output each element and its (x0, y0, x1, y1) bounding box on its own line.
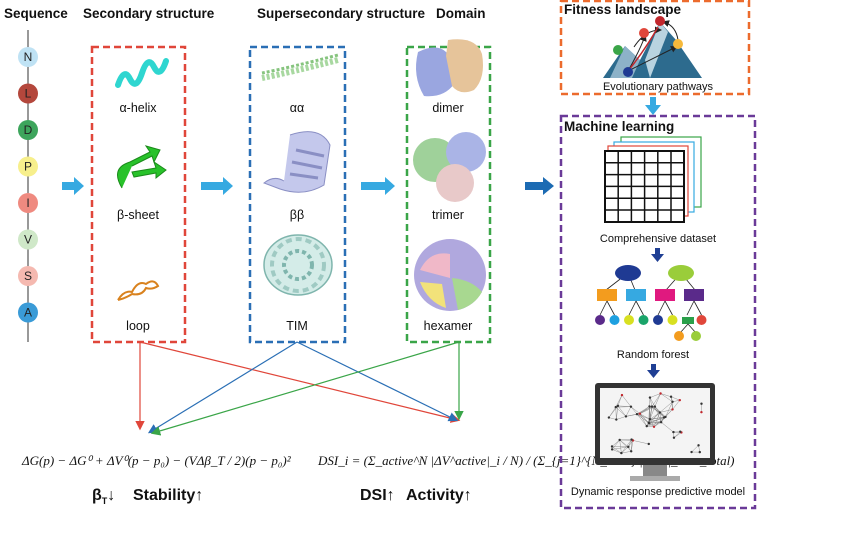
loop-image (117, 280, 160, 301)
dataset-grid-icon (604, 136, 702, 223)
residue-letter: D (24, 123, 33, 137)
alpha-alpha-image (261, 53, 339, 81)
residue-letter: S (24, 269, 32, 283)
dsi-label: DSI↑ (360, 487, 395, 504)
residue-circle (18, 47, 38, 67)
fitness-landscape-box (559, 0, 751, 96)
evolutionary-pathways-caption: Evolutionary pathways (603, 81, 714, 93)
fitness-landscape-header: Fitness landscape (564, 2, 682, 17)
residue-letter: A (24, 306, 32, 320)
sequence-residues: N L D P I V S A (18, 47, 38, 323)
beta-sheet-label: β-sheet (117, 208, 159, 222)
residue-circle (18, 193, 38, 213)
residue-letter: N (24, 50, 33, 64)
monitor-icon (595, 383, 715, 481)
trimer-label: trimer (432, 208, 464, 222)
beta-t-label: βT↓ (92, 487, 115, 506)
alpha-alpha-label: αα (290, 101, 304, 115)
dimer-image (416, 39, 483, 97)
residue-circle (18, 266, 38, 286)
tim-label: TIM (286, 319, 308, 333)
stability-label: Stability↑ (133, 487, 203, 504)
loop-label: loop (126, 319, 150, 333)
hexamer-label: hexamer (424, 319, 473, 333)
hexamer-image (414, 239, 486, 311)
alpha-helix-label: α-helix (119, 101, 157, 115)
flow-arrow (525, 177, 554, 195)
arrow-down (651, 248, 664, 262)
beta-sheet-image (117, 145, 167, 189)
trimer-image (413, 132, 486, 202)
tim-barrel-image (263, 234, 333, 296)
random-forest-caption: Random forest (617, 349, 689, 361)
flow-arrow (201, 177, 233, 195)
comprehensive-dataset-caption: Comprehensive dataset (600, 233, 716, 245)
activity-label: Activity↑ (406, 487, 472, 504)
residue-circle (18, 120, 38, 140)
domain-header: Domain (436, 6, 486, 21)
sequence-header: Sequence (4, 6, 68, 21)
secondary-structure-box (90, 45, 187, 344)
residue-circle (18, 302, 38, 323)
dynamic-response-model-caption: Dynamic response predictive model (571, 486, 745, 498)
supersecondary-structure-box (248, 45, 347, 344)
beta-beta-label: ββ (290, 208, 304, 222)
stability-formula: ΔG(p) − ΔG⁰ + ΔV⁰(p − p₀) − (VΔβ_T / 2)(… (21, 453, 292, 468)
supersecondary-structure-header: Supersecondary structure (257, 6, 426, 21)
residue-circle (18, 156, 38, 177)
flow-arrow-down (645, 97, 661, 115)
domain-box (405, 45, 492, 344)
dimer-label: dimer (432, 101, 463, 115)
secondary-structure-header: Secondary structure (83, 6, 215, 21)
residue-letter: I (26, 196, 29, 210)
mountain-image (603, 16, 702, 78)
flow-arrow (62, 177, 84, 195)
contribution-lines (135, 341, 464, 436)
random-forest-icon (595, 265, 707, 341)
flow-arrow (361, 177, 395, 195)
beta-beta-image (263, 131, 331, 193)
arrow-down (647, 364, 660, 378)
residue-letter: L (25, 87, 32, 101)
residue-letter: P (24, 160, 32, 174)
machine-learning-box (559, 114, 757, 510)
residue-circle (18, 229, 38, 250)
residue-letter: V (24, 233, 32, 247)
residue-circle (18, 83, 38, 104)
machine-learning-header: Machine learning (564, 119, 674, 134)
alpha-helix-image (115, 58, 169, 88)
